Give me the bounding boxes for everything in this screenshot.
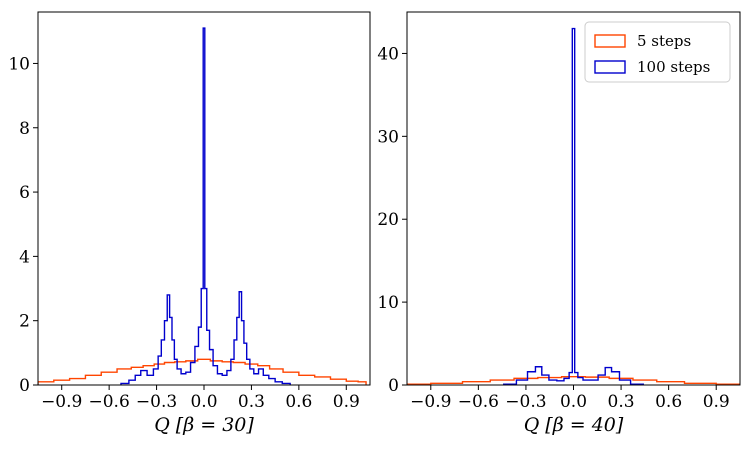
y-tick-label: 8 <box>19 119 30 139</box>
y-tick-label: 30 <box>377 127 399 147</box>
x-tick-label: −0.9 <box>410 392 451 412</box>
series-100-steps-outline <box>120 27 291 385</box>
y-tick-label: 10 <box>377 293 399 313</box>
legend-swatch-5-steps <box>594 34 626 48</box>
legend-label-5-steps: 5 steps <box>637 32 691 50</box>
x-tick-label: −0.6 <box>458 392 499 412</box>
x-tick-label: 0.0 <box>190 392 217 412</box>
series-5-steps-outline <box>407 376 740 385</box>
y-tick-label: 10 <box>8 54 30 74</box>
axes-frame <box>37 11 371 386</box>
x-axis-label: Q [β = 30] <box>154 414 254 436</box>
x-tick-label: 0.6 <box>285 392 312 412</box>
legend-box <box>584 21 731 83</box>
x-axis-label: Q [β = 40] <box>524 414 624 436</box>
left-histogram-panel: −0.9 −0.6 −0.3 0.0 0.3 0.6 0.9 0 2 4 6 8 10 Q [β = 30… <box>8 11 371 436</box>
x-tick-label: −0.9 <box>41 392 82 412</box>
x-tick-label: 0.6 <box>655 392 682 412</box>
y-tick-label: 40 <box>377 44 399 64</box>
y-tick-label: 0 <box>19 376 30 396</box>
x-tick-label: 0.9 <box>333 392 360 412</box>
x-tick-label: −0.3 <box>136 392 177 412</box>
legend-swatch-100-steps <box>594 60 626 74</box>
right-histogram-panel: −0.9 −0.6 −0.3 0.0 0.3 0.6 0.9 0 10 20 30 40 Q [β = … <box>377 11 741 436</box>
x-tick-label: −0.6 <box>89 392 130 412</box>
y-tick-label: 2 <box>19 312 30 332</box>
y-tick-label: 4 <box>19 247 30 267</box>
x-tick-label: 0.3 <box>238 392 265 412</box>
series-100-steps-outline <box>503 27 644 385</box>
y-tick-label: 0 <box>388 376 399 396</box>
x-tick-label: 0.9 <box>703 392 730 412</box>
y-tick-label: 6 <box>19 183 30 203</box>
legend-label-100-steps: 100 steps <box>637 58 710 76</box>
x-tick-label: 0.3 <box>608 392 635 412</box>
y-tick-label: 20 <box>377 210 399 230</box>
series-5-steps-outline <box>38 358 367 385</box>
x-tick-label: 0.0 <box>560 392 587 412</box>
x-tick-label: −0.3 <box>505 392 546 412</box>
legend: 5 steps 100 steps <box>584 21 731 83</box>
